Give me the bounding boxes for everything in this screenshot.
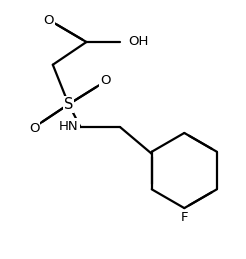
Text: O: O bbox=[100, 74, 110, 87]
Text: O: O bbox=[44, 14, 54, 27]
Text: F: F bbox=[181, 212, 188, 225]
Text: OH: OH bbox=[128, 35, 148, 48]
Text: HN: HN bbox=[59, 120, 78, 133]
Text: O: O bbox=[29, 121, 39, 134]
Text: S: S bbox=[64, 97, 73, 112]
